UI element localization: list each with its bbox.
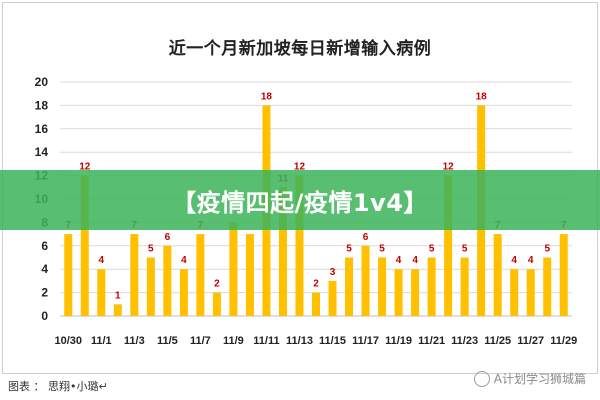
bar [493, 234, 502, 316]
chart-caption: 图表 ： 思翔•小璐↵ [8, 380, 108, 393]
bar [295, 175, 304, 316]
data-label: 5 [544, 244, 550, 255]
data-label: 5 [379, 244, 385, 255]
bar [80, 175, 89, 316]
bar [328, 280, 337, 316]
x-tick-label: 11/27 [517, 335, 544, 347]
x-tick-label: 11/21 [418, 335, 445, 347]
y-tick-label: 18 [35, 98, 49, 112]
watermark: A计划学习狮城篇 [473, 370, 586, 387]
x-tick-label: 10/30 [54, 335, 82, 347]
bar [378, 257, 387, 316]
data-label: 4 [528, 255, 534, 266]
bar [97, 269, 106, 316]
bar [394, 269, 403, 316]
y-tick-label: 14 [35, 145, 49, 159]
bar [196, 234, 205, 316]
x-tick-label: 11/9 [223, 335, 244, 347]
x-tick-label: 11/25 [484, 335, 511, 347]
wechat-icon [473, 370, 490, 387]
data-label: 4 [99, 255, 105, 266]
data-label: 2 [214, 279, 220, 290]
data-label: 6 [165, 232, 171, 243]
bar [526, 269, 535, 316]
bar [278, 187, 287, 316]
x-tick-label: 11/17 [352, 335, 379, 347]
bar [444, 175, 453, 316]
bar [212, 292, 221, 316]
bar [146, 257, 155, 316]
data-label: 5 [346, 244, 352, 255]
x-tick-label: 11/19 [385, 335, 412, 347]
x-tick-label: 11/23 [451, 335, 478, 347]
data-label: 4 [511, 255, 517, 266]
data-label: 3 [330, 267, 336, 278]
x-tick-label: 11/5 [157, 335, 178, 347]
x-tick-label: 11/13 [286, 335, 313, 347]
bar [345, 257, 354, 316]
data-label: 5 [429, 244, 435, 255]
data-label: 12 [79, 162, 91, 173]
data-label: 4 [396, 255, 402, 266]
x-tick-label: 11/15 [319, 335, 346, 347]
data-label: 1 [115, 290, 121, 301]
bar [113, 304, 122, 316]
bar [229, 222, 238, 316]
y-tick-label: 2 [41, 286, 48, 300]
y-tick-label: 16 [35, 122, 49, 136]
x-tick-label: 11/3 [124, 335, 145, 347]
chart-title: 近一个月新加坡每日新增输入病例 [168, 39, 432, 59]
bar [460, 257, 469, 316]
x-tick-label: 11/11 [253, 335, 279, 347]
banner-text: 【疫情四起/疫情1v4】 [172, 188, 428, 217]
y-tick-label: 0 [41, 309, 48, 323]
bar [163, 245, 172, 316]
bar [543, 257, 552, 316]
bar [411, 269, 420, 316]
bar [427, 257, 436, 316]
data-label: 12 [443, 162, 455, 173]
bar [559, 234, 568, 316]
data-label: 6 [363, 232, 369, 243]
footer: 图表 ： 思翔•小璐↵ A计划学习狮城篇 [0, 370, 600, 400]
data-label: 2 [313, 279, 319, 290]
bar [179, 269, 188, 316]
data-label: 5 [462, 244, 468, 255]
y-tick-label: 4 [41, 262, 48, 276]
y-tick-label: 20 [35, 75, 49, 89]
bar [361, 245, 370, 316]
bar [510, 269, 519, 316]
data-label: 4 [412, 255, 418, 266]
bar [130, 234, 139, 316]
overlay-banner: 【疫情四起/疫情1v4】 [0, 170, 600, 230]
x-tick-label: 11/7 [190, 335, 211, 347]
data-label: 5 [148, 244, 154, 255]
data-label: 4 [181, 255, 187, 266]
x-tick-label: 11/29 [550, 335, 577, 347]
data-label: 12 [294, 162, 306, 173]
x-tick-label: 11/1 [91, 335, 112, 347]
data-label: 18 [261, 91, 273, 102]
watermark-text: A计划学习狮城篇 [493, 372, 586, 386]
bar [312, 292, 320, 316]
y-tick-label: 6 [41, 239, 48, 253]
data-label: 18 [476, 91, 488, 102]
bar [245, 234, 254, 316]
bar [64, 234, 73, 316]
